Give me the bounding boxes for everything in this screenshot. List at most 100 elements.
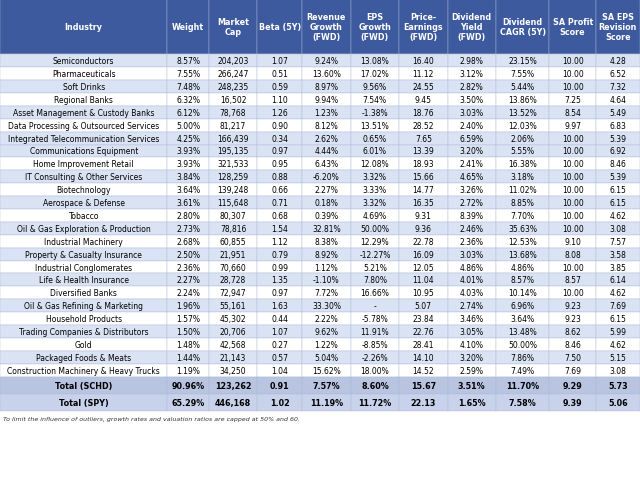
Bar bbox=[168, 235, 209, 248]
Text: 21,143: 21,143 bbox=[220, 353, 246, 362]
Bar bbox=[351, 261, 399, 274]
Text: 14.10: 14.10 bbox=[413, 353, 434, 362]
Text: 10.00: 10.00 bbox=[562, 83, 584, 92]
Bar bbox=[596, 120, 640, 132]
Text: 1.35: 1.35 bbox=[271, 276, 288, 285]
Text: 2.68%: 2.68% bbox=[176, 237, 200, 246]
Text: 1.04: 1.04 bbox=[271, 366, 288, 375]
Text: Biotechnology: Biotechnology bbox=[56, 186, 111, 195]
Bar bbox=[302, 338, 351, 351]
Bar bbox=[0, 274, 168, 287]
Bar bbox=[447, 274, 496, 287]
Text: 2.06%: 2.06% bbox=[511, 134, 535, 144]
Bar bbox=[596, 171, 640, 184]
Bar bbox=[351, 394, 399, 411]
Bar bbox=[302, 197, 351, 210]
Text: 13.68%: 13.68% bbox=[508, 250, 537, 259]
Text: 9.39: 9.39 bbox=[563, 398, 582, 407]
Bar bbox=[351, 222, 399, 235]
Bar bbox=[496, 145, 550, 158]
Bar bbox=[168, 287, 209, 300]
Text: Home Improvement Retail: Home Improvement Retail bbox=[33, 160, 134, 169]
Text: 5.00%: 5.00% bbox=[176, 121, 200, 131]
Text: 22.78: 22.78 bbox=[413, 237, 434, 246]
Bar bbox=[550, 351, 596, 364]
Bar bbox=[596, 68, 640, 81]
Text: 5.39: 5.39 bbox=[609, 173, 627, 182]
Text: 0.91: 0.91 bbox=[270, 381, 289, 390]
Text: 1.19%: 1.19% bbox=[176, 366, 200, 375]
Text: 6.52: 6.52 bbox=[609, 70, 627, 79]
Text: 9.56%: 9.56% bbox=[363, 83, 387, 92]
Text: 9.24%: 9.24% bbox=[314, 57, 339, 66]
Text: 12.53%: 12.53% bbox=[508, 237, 537, 246]
Text: 3.08: 3.08 bbox=[609, 366, 627, 375]
Bar bbox=[0, 300, 168, 312]
Bar bbox=[168, 132, 209, 145]
Text: 0.97: 0.97 bbox=[271, 147, 288, 156]
Bar bbox=[257, 394, 302, 411]
Bar bbox=[168, 394, 209, 411]
Bar bbox=[550, 312, 596, 325]
Bar bbox=[496, 184, 550, 197]
Bar bbox=[351, 120, 399, 132]
Bar bbox=[399, 222, 447, 235]
Bar bbox=[209, 377, 257, 394]
Bar bbox=[550, 287, 596, 300]
Bar bbox=[302, 132, 351, 145]
Bar bbox=[399, 300, 447, 312]
Bar bbox=[257, 325, 302, 338]
Text: 5.55%: 5.55% bbox=[511, 147, 535, 156]
Bar bbox=[550, 94, 596, 107]
Text: EPS
Growth
(FWD): EPS Growth (FWD) bbox=[358, 13, 391, 42]
Text: -6.20%: -6.20% bbox=[313, 173, 340, 182]
Bar bbox=[351, 158, 399, 171]
Text: Packaged Foods & Meats: Packaged Foods & Meats bbox=[36, 353, 131, 362]
Text: 1.22%: 1.22% bbox=[314, 340, 339, 349]
Bar bbox=[550, 377, 596, 394]
Text: Industrial Conglomerates: Industrial Conglomerates bbox=[35, 263, 132, 272]
Bar bbox=[0, 364, 168, 377]
Text: 6.15: 6.15 bbox=[609, 199, 627, 208]
Text: 22.76: 22.76 bbox=[413, 327, 434, 336]
Bar bbox=[447, 0, 496, 55]
Bar bbox=[209, 145, 257, 158]
Text: 8.85%: 8.85% bbox=[511, 199, 534, 208]
Bar bbox=[351, 248, 399, 261]
Bar bbox=[496, 235, 550, 248]
Bar bbox=[550, 55, 596, 68]
Bar bbox=[596, 107, 640, 120]
Bar bbox=[168, 312, 209, 325]
Text: 20,706: 20,706 bbox=[220, 327, 246, 336]
Text: 2.24%: 2.24% bbox=[176, 288, 200, 298]
Bar bbox=[209, 107, 257, 120]
Bar bbox=[351, 364, 399, 377]
Bar bbox=[257, 210, 302, 222]
Bar bbox=[257, 248, 302, 261]
Bar bbox=[596, 300, 640, 312]
Bar bbox=[496, 171, 550, 184]
Bar bbox=[351, 171, 399, 184]
Text: 24.55: 24.55 bbox=[412, 83, 434, 92]
Text: Price-
Earnings
(FWD): Price- Earnings (FWD) bbox=[404, 13, 443, 42]
Text: 9.23: 9.23 bbox=[564, 314, 581, 324]
Text: 3.64%: 3.64% bbox=[176, 186, 200, 195]
Bar bbox=[0, 325, 168, 338]
Bar bbox=[351, 0, 399, 55]
Text: 3.32%: 3.32% bbox=[363, 173, 387, 182]
Bar bbox=[0, 248, 168, 261]
Bar bbox=[302, 274, 351, 287]
Text: Semiconductors: Semiconductors bbox=[53, 57, 115, 66]
Bar bbox=[399, 107, 447, 120]
Bar bbox=[302, 158, 351, 171]
Text: 6.01%: 6.01% bbox=[363, 147, 387, 156]
Text: 18.00%: 18.00% bbox=[360, 366, 389, 375]
Text: 10.00: 10.00 bbox=[562, 134, 584, 144]
Bar bbox=[209, 222, 257, 235]
Text: Dividend
Yield
(FWD): Dividend Yield (FWD) bbox=[452, 13, 492, 42]
Text: 0.27: 0.27 bbox=[271, 340, 288, 349]
Bar bbox=[351, 197, 399, 210]
Text: 28.52: 28.52 bbox=[413, 121, 434, 131]
Bar bbox=[447, 94, 496, 107]
Text: 22.13: 22.13 bbox=[411, 398, 436, 407]
